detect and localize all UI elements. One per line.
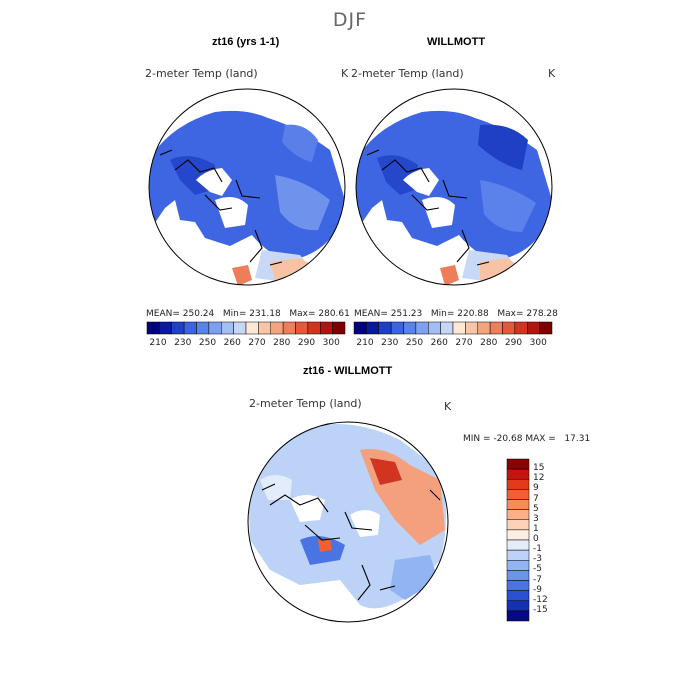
colorbar-tick-label: 290 <box>297 338 316 348</box>
season-title: DJF <box>332 9 368 31</box>
colorbar-swatch <box>332 321 346 335</box>
panel-2-title: WILLMOTT <box>427 36 486 48</box>
colorbar-tick-label: 0 <box>533 534 539 544</box>
colorbar-tick-label: 250 <box>405 338 424 348</box>
colorbar-tick-label: 300 <box>529 338 547 348</box>
colorbar-tick-label: 280 <box>273 338 291 348</box>
panel-1-units: K <box>341 67 349 80</box>
colorbar-swatch <box>366 321 379 335</box>
colorbar-swatch <box>506 468 530 480</box>
colorbar-tick-label: 300 <box>322 338 340 348</box>
colorbar-tick-label: -15 <box>533 604 548 615</box>
diff-stats: MIN = -20.68 MAX = 17.31 <box>463 434 591 444</box>
colorbar-tick-label: 3 <box>533 513 539 524</box>
colorbar-swatch <box>506 600 530 612</box>
diff-map <box>247 421 449 623</box>
colorbar-tick-label: -1 <box>533 544 542 555</box>
colorbar-tick-label: -12 <box>533 594 548 605</box>
colorbar-swatch <box>452 321 466 335</box>
colorbar-swatch <box>295 321 309 335</box>
colorbar-tick-label: 250 <box>198 338 217 348</box>
colorbar-tick-label: 270 <box>455 338 473 348</box>
colorbar-swatch <box>506 458 530 470</box>
colorbar-swatch <box>171 321 185 335</box>
panel-1-map <box>148 88 346 286</box>
panel-2-map <box>355 88 553 286</box>
colorbar-swatch <box>489 321 503 335</box>
colorbar-tick-label: 260 <box>223 338 241 348</box>
colorbar-swatch <box>506 539 530 551</box>
diff-title: zt16 - WILLMOTT <box>303 365 393 377</box>
colorbar-tick-label: 270 <box>248 338 266 348</box>
panel-2-variable: 2-meter Temp (land) <box>351 67 464 80</box>
colorbar-swatch <box>527 321 540 335</box>
colorbar-swatch <box>307 321 321 335</box>
colorbar-tick-label: 5 <box>533 503 539 514</box>
colorbar-swatch <box>506 549 530 561</box>
colorbar-tick-label: -7 <box>533 574 542 585</box>
colorbar-swatch <box>506 529 530 541</box>
colorbar-tick-label: 210 <box>149 338 167 348</box>
colorbar-swatch <box>196 321 210 335</box>
colorbar-tick-label: 210 <box>356 338 374 348</box>
colorbar-swatch <box>221 321 234 335</box>
colorbar-swatch <box>502 321 516 335</box>
colorbar-swatch <box>465 321 478 335</box>
colorbar-swatch <box>270 321 284 335</box>
colorbar-swatch <box>506 570 530 581</box>
colorbar-swatch <box>506 580 530 591</box>
diff-colorbar <box>506 458 530 622</box>
colorbar-tick-label: 280 <box>480 338 498 348</box>
colorbar-swatch <box>506 590 530 601</box>
colorbar-tick-label: -9 <box>533 584 542 595</box>
colorbar-swatch <box>378 321 392 335</box>
diff-variable: 2-meter Temp (land) <box>249 397 362 410</box>
panel-1-stats: MEAN= 250.24 Min= 231.18 Max= 280.61 <box>146 309 350 319</box>
diff-units: K <box>444 400 452 413</box>
colorbar-swatch <box>506 560 530 571</box>
colorbar-tick-label: 230 <box>381 338 399 348</box>
colorbar-tick-label: -3 <box>533 554 542 565</box>
colorbar-tick-label: -5 <box>533 564 542 575</box>
colorbar-swatch <box>183 321 197 335</box>
colorbar-tick-label: 12 <box>533 473 545 484</box>
colorbar-tick-label: 1 <box>533 523 539 534</box>
colorbar-swatch <box>353 321 367 335</box>
colorbar-swatch <box>146 321 160 335</box>
colorbar-swatch <box>390 321 404 335</box>
panel-2-stats: MEAN= 251.23 Min= 220.88 Max= 278.28 <box>354 309 558 319</box>
colorbar-swatch <box>506 509 530 520</box>
panel-1-variable: 2-meter Temp (land) <box>145 67 258 80</box>
colorbar-swatch <box>233 321 247 335</box>
colorbar-swatch <box>258 321 271 335</box>
colorbar-tick-label: 7 <box>533 493 539 504</box>
colorbar-swatch <box>403 321 417 335</box>
colorbar-tick-label: 15 <box>533 463 545 474</box>
panel-1-colorbar <box>146 321 346 335</box>
colorbar-swatch <box>506 489 530 500</box>
colorbar-swatch <box>245 321 259 335</box>
colorbar-swatch <box>428 321 441 335</box>
colorbar-swatch <box>506 479 530 490</box>
colorbar-swatch <box>282 321 296 335</box>
colorbar-tick-label: 260 <box>430 338 448 348</box>
colorbar-tick-label: 9 <box>533 483 539 494</box>
colorbar-swatch <box>440 321 454 335</box>
colorbar-tick-label: 290 <box>504 338 523 348</box>
colorbar-swatch <box>415 321 429 335</box>
colorbar-swatch <box>159 321 172 335</box>
colorbar-swatch <box>506 610 530 622</box>
panel-1-title: zt16 (yrs 1-1) <box>212 36 280 48</box>
colorbar-swatch <box>477 321 491 335</box>
colorbar-swatch <box>539 321 553 335</box>
colorbar-swatch <box>320 321 333 335</box>
panel-2-units: K <box>548 67 556 80</box>
colorbar-swatch <box>506 499 530 510</box>
colorbar-swatch <box>208 321 222 335</box>
colorbar-swatch <box>506 519 530 531</box>
panel-2-colorbar <box>353 321 553 335</box>
colorbar-swatch <box>514 321 528 335</box>
colorbar-tick-label: 230 <box>174 338 192 348</box>
